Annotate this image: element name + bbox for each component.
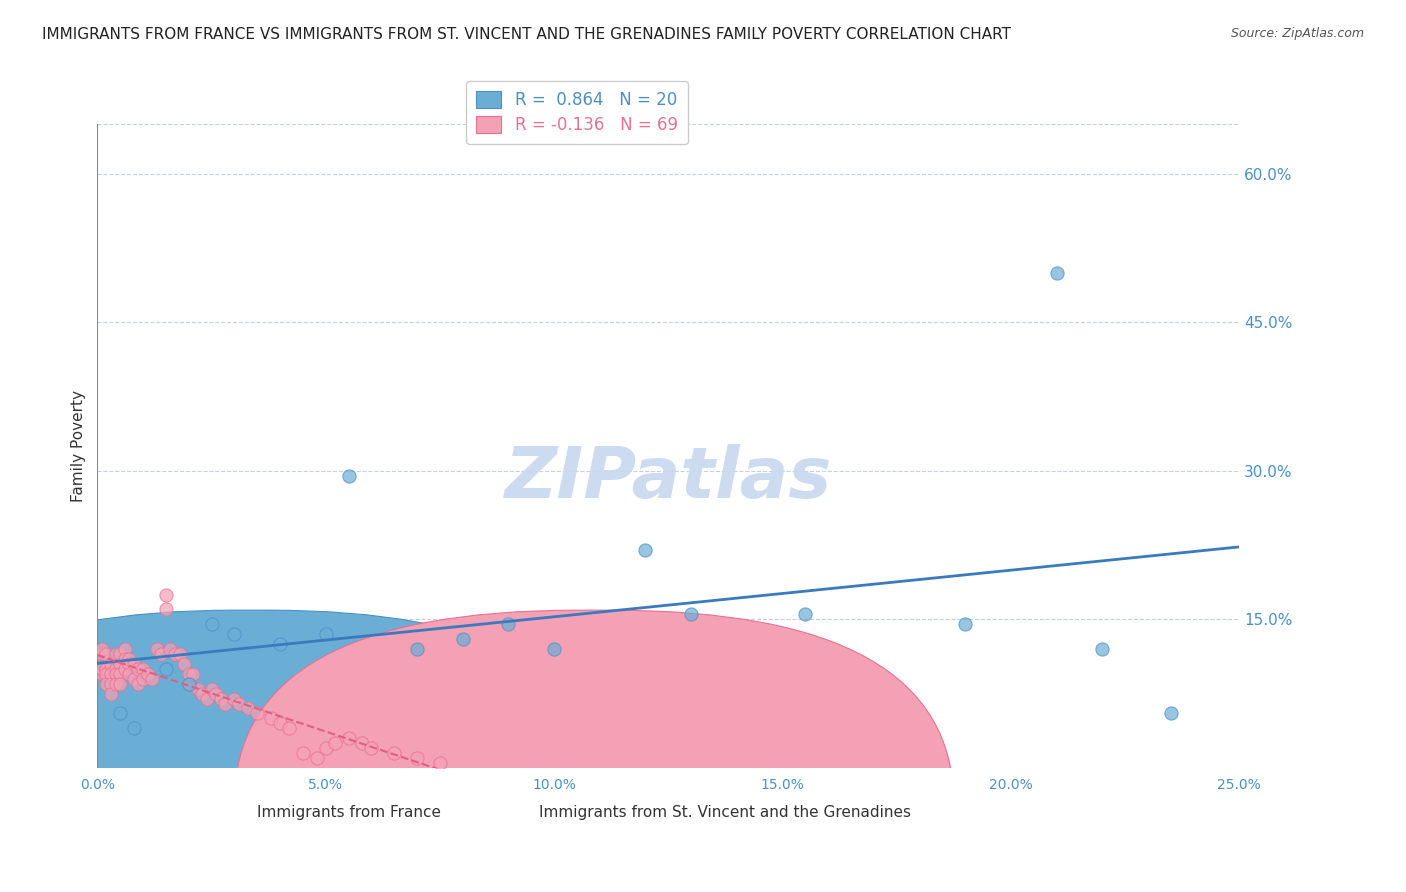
Point (136, 666, 159, 681)
Point (132, 672, 155, 686)
Point (155, 662, 177, 676)
Point (429, 756, 451, 770)
Point (163, 647, 186, 661)
Legend: R =  0.864   N = 20, R = -0.136   N = 69: R = 0.864 N = 20, R = -0.136 N = 69 (467, 81, 688, 144)
Point (145, 642, 167, 657)
Point (543, 642, 565, 657)
Text: ZIPatlas: ZIPatlas (505, 443, 832, 513)
Point (96, 676, 118, 690)
Point (1045, 266, 1067, 280)
Point (305, 751, 328, 765)
Point (323, 736, 346, 750)
Point (108, 676, 131, 690)
Point (118, 657, 141, 671)
Text: Immigrants from France: Immigrants from France (256, 805, 440, 821)
Point (104, 676, 127, 690)
Point (100, 657, 122, 671)
Point (90, 662, 112, 676)
Text: Source: ZipAtlas.com: Source: ZipAtlas.com (1230, 27, 1364, 40)
Point (114, 662, 136, 676)
Point (100, 666, 122, 681)
Point (382, 746, 405, 760)
Point (177, 676, 200, 690)
Point (260, 711, 283, 725)
Point (155, 588, 177, 602)
Point (337, 468, 360, 483)
Point (269, 716, 291, 731)
Point (953, 617, 976, 632)
Point (173, 657, 195, 671)
Point (269, 637, 291, 651)
Point (191, 687, 214, 701)
Point (181, 666, 204, 681)
Point (114, 652, 136, 666)
Point (90, 647, 112, 661)
Point (315, 741, 337, 756)
Point (1160, 706, 1182, 721)
Text: Immigrants from St. Vincent and the Grenadines: Immigrants from St. Vincent and the Gren… (540, 805, 911, 821)
Point (406, 751, 429, 765)
Point (794, 607, 817, 622)
Text: IMMIGRANTS FROM FRANCE VS IMMIGRANTS FROM ST. VINCENT AND THE GRENADINES FAMILY : IMMIGRANTS FROM FRANCE VS IMMIGRANTS FRO… (42, 27, 1011, 42)
Point (681, 607, 703, 622)
Point (451, 632, 474, 647)
FancyBboxPatch shape (235, 610, 953, 892)
Point (104, 662, 127, 676)
Point (159, 642, 181, 657)
Point (100, 676, 122, 690)
Point (127, 676, 149, 690)
Point (96, 662, 118, 676)
Point (498, 617, 520, 632)
Point (360, 741, 382, 756)
Point (141, 672, 163, 686)
Point (278, 721, 301, 735)
FancyBboxPatch shape (0, 610, 612, 892)
Point (209, 691, 232, 706)
Point (122, 657, 145, 671)
Point (122, 721, 145, 735)
Point (104, 666, 127, 681)
Point (200, 681, 222, 696)
Point (108, 706, 131, 721)
Point (104, 647, 127, 661)
Point (177, 666, 200, 681)
Point (127, 662, 149, 676)
Point (236, 701, 259, 715)
Point (108, 657, 131, 671)
Point (246, 706, 269, 721)
Point (352, 736, 374, 750)
Point (90, 642, 112, 657)
Point (90, 666, 112, 681)
Point (132, 662, 155, 676)
Point (100, 687, 122, 701)
Point (214, 697, 236, 711)
Point (114, 642, 136, 657)
Point (122, 672, 145, 686)
Point (108, 666, 131, 681)
Point (155, 602, 177, 616)
Point (177, 676, 200, 690)
Point (634, 543, 657, 558)
Point (1091, 642, 1114, 657)
Point (315, 627, 337, 641)
Point (205, 687, 228, 701)
Point (291, 746, 314, 760)
Point (118, 666, 141, 681)
Point (96, 647, 118, 661)
Point (108, 647, 131, 661)
Point (228, 697, 250, 711)
Point (96, 666, 118, 681)
Point (195, 691, 218, 706)
Point (406, 642, 429, 657)
Point (187, 681, 209, 696)
Point (224, 691, 246, 706)
Point (169, 647, 191, 661)
Y-axis label: Family Poverty: Family Poverty (72, 390, 86, 502)
Point (224, 627, 246, 641)
Point (200, 617, 222, 632)
Point (337, 731, 360, 746)
Point (118, 652, 141, 666)
Point (150, 647, 173, 661)
